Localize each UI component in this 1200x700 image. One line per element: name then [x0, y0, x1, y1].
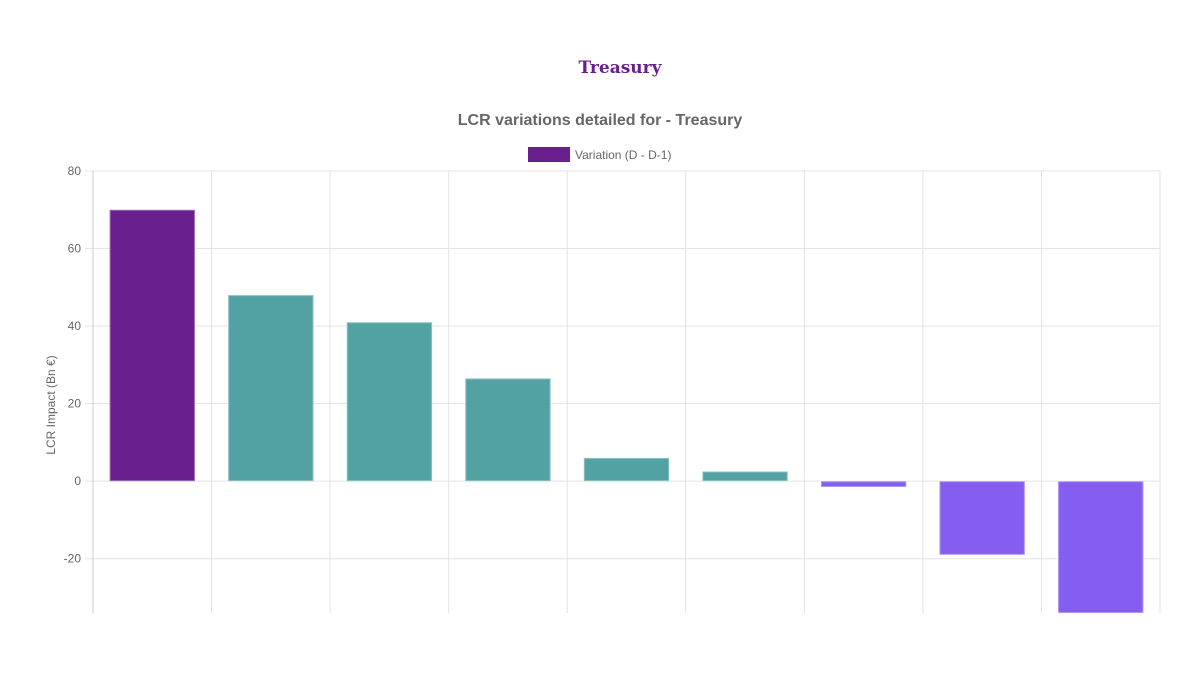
- legend-label: Variation (D - D-1): [575, 148, 671, 162]
- bar[interactable]: [701, 470, 789, 483]
- bar[interactable]: [464, 377, 552, 483]
- bar[interactable]: [938, 480, 1026, 556]
- bar[interactable]: [582, 456, 671, 483]
- y-axis-label: LCR Impact (Bn €): [44, 355, 58, 454]
- chart-title: LCR variations detailed for - Treasury: [458, 112, 743, 129]
- chart-legend[interactable]: Variation (D - D-1): [528, 147, 671, 162]
- bar[interactable]: [819, 480, 908, 488]
- chart-bars: [108, 208, 1145, 614]
- y-tick-label: 0: [74, 474, 81, 488]
- y-tick-label: 80: [68, 164, 82, 178]
- bar[interactable]: [108, 208, 196, 483]
- chart-grid: [85, 170, 1161, 613]
- y-tick-label: 20: [68, 397, 82, 411]
- y-tick-label: 40: [68, 319, 82, 333]
- bar[interactable]: [227, 294, 315, 483]
- y-tick-label: 60: [68, 242, 82, 256]
- y-axis-ticks: 80 60 40 20 0 -20: [64, 164, 82, 566]
- y-tick-label: -20: [64, 552, 82, 566]
- legend-swatch: [528, 147, 570, 162]
- bar[interactable]: [345, 321, 434, 483]
- page-title: Treasury: [578, 58, 662, 78]
- bar[interactable]: [1057, 480, 1145, 614]
